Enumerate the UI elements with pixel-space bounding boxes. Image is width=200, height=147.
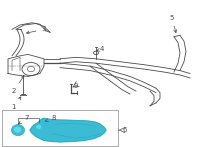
Ellipse shape bbox=[12, 125, 24, 136]
Text: 3: 3 bbox=[26, 26, 46, 34]
Text: 9: 9 bbox=[74, 83, 78, 89]
Text: 4: 4 bbox=[97, 46, 104, 52]
Text: 6: 6 bbox=[123, 127, 127, 133]
Text: 7: 7 bbox=[19, 115, 29, 124]
Ellipse shape bbox=[36, 125, 41, 129]
Bar bbox=[2, 110, 118, 146]
Polygon shape bbox=[30, 118, 106, 142]
Text: 2: 2 bbox=[11, 76, 24, 94]
Ellipse shape bbox=[14, 127, 21, 133]
Text: 5: 5 bbox=[169, 15, 177, 33]
Bar bbox=[48, 126, 54, 129]
Ellipse shape bbox=[34, 123, 44, 131]
Text: 1: 1 bbox=[11, 97, 21, 110]
Text: 8: 8 bbox=[45, 115, 56, 122]
